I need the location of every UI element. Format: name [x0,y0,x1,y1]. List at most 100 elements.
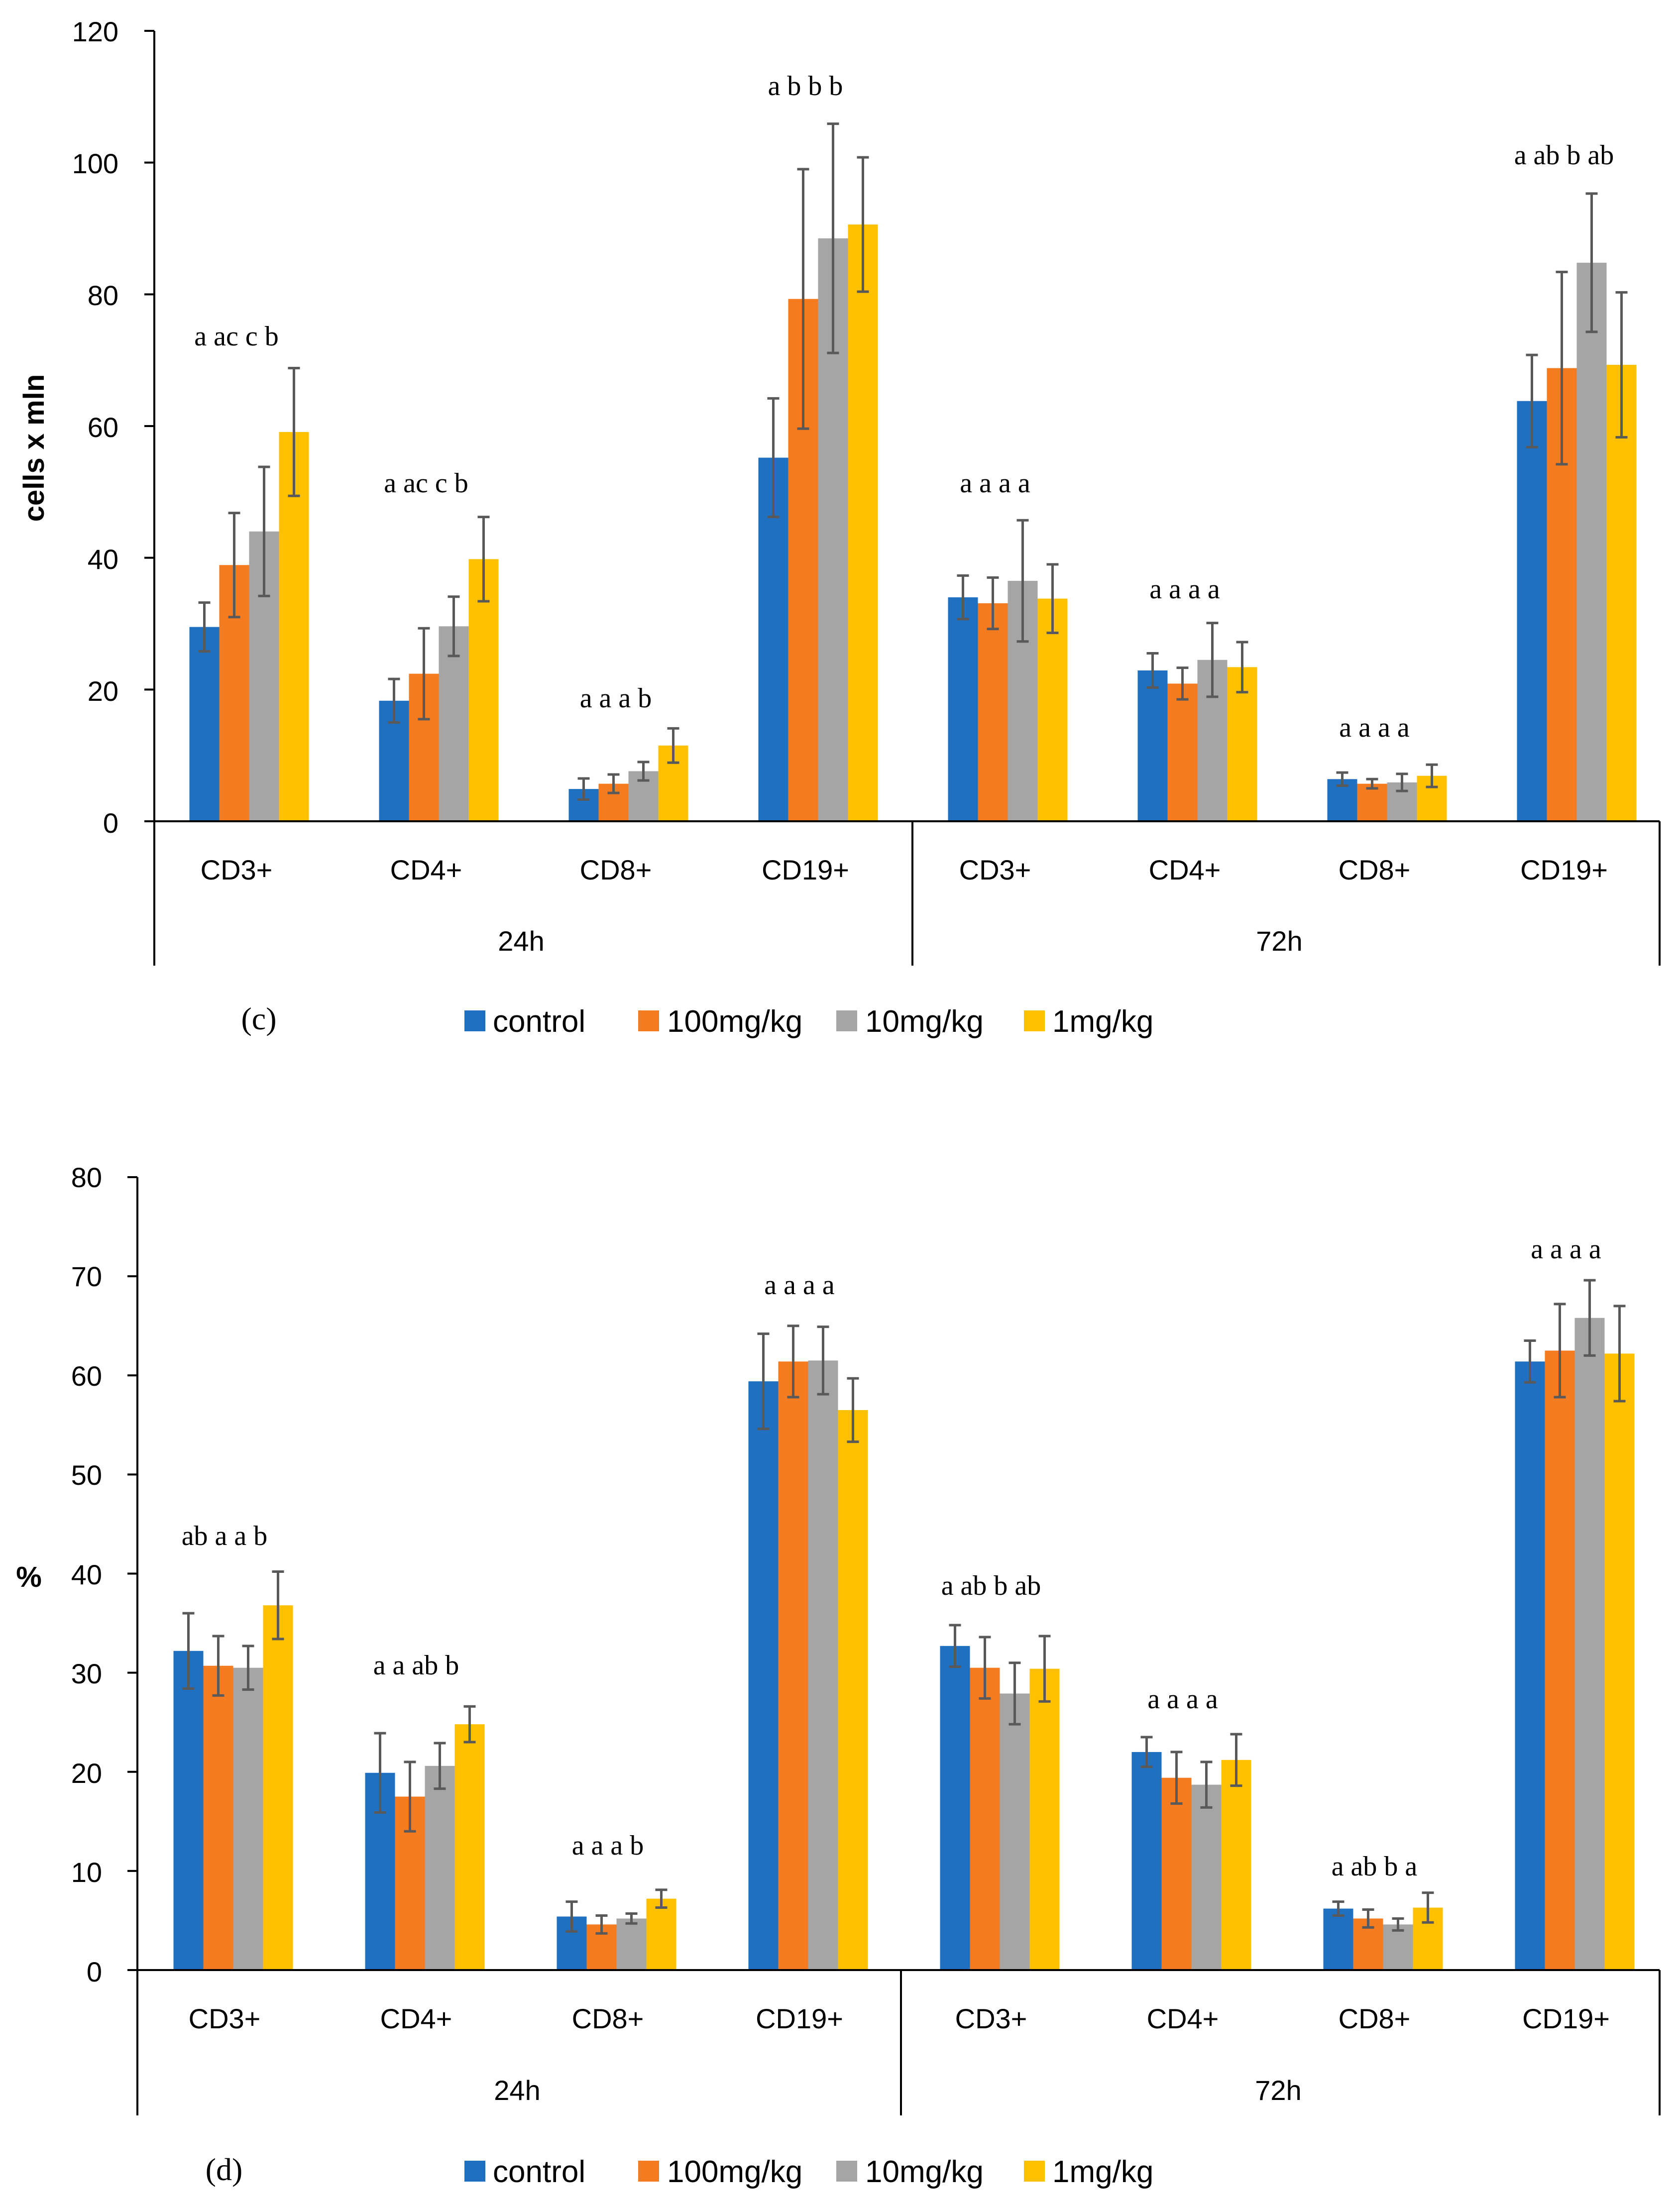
category-label: CD4+ [1147,2003,1219,2034]
panel-c-significance-letters: a ac c b a ac c b a a a b a b b b a a a … [194,71,1614,743]
bar-1mg-kg [263,1605,293,1970]
significance-letters: a a a a [960,468,1030,499]
significance-letters: a a a a [1531,1234,1601,1265]
y-tick-label: 10 [71,1857,102,1888]
y-tick-label: 20 [88,675,118,707]
bar-100mg-kg [1167,683,1198,821]
bar-1mg-kg [1221,1760,1251,1970]
bar-control [940,1646,970,1970]
legend-swatch-100mg-kg [638,1010,659,1031]
legend-label-control: control [493,2155,585,2189]
legend-swatch-100mg-kg [638,2161,659,2182]
legend: control 100mg/kg 10mg/kg 1mg/kg [464,1004,1153,1039]
panel-c-bars [189,224,1637,822]
bar-1mg-kg [454,1724,485,1970]
panel-d-y-axis-label: % [16,1561,42,1593]
y-tick-label: 120 [72,16,118,47]
category-label: CD4+ [390,854,462,885]
legend-label-100mg-kg: 100mg/kg [667,2155,802,2189]
bar-control [1517,401,1547,821]
significance-letters: a a a b [580,683,652,714]
bar-10mg-kg [1383,1924,1413,1970]
legend-label-1mg-kg: 1mg/kg [1052,1004,1153,1039]
bar-control [758,457,788,821]
panel-c-axes [144,30,1661,966]
group-label-72h: 72h [1255,2075,1301,2106]
bar-1mg-kg [838,1410,868,1970]
y-tick-label: 0 [87,1956,102,1987]
legend-label-100mg-kg: 100mg/kg [667,1004,802,1039]
bar-10mg-kg [1000,1693,1030,1970]
significance-letters: a a a a [764,1270,835,1301]
bar-10mg-kg [616,1918,647,1970]
significance-letters: a ab b a [1332,1851,1418,1882]
y-tick-label: 40 [88,544,118,575]
group-label-72h: 72h [1256,925,1302,957]
y-tick-label: 60 [71,1360,102,1392]
y-tick-label: 80 [71,1162,102,1193]
legend-label-10mg-kg: 10mg/kg [865,2155,984,2189]
y-tick-label: 80 [88,280,118,311]
category-label: CD19+ [1520,854,1608,885]
bar-control [1515,1361,1545,1970]
y-tick-label: 40 [71,1559,102,1590]
category-label: CD19+ [756,2003,843,2034]
y-tick-label: 100 [72,148,118,179]
legend-swatch-control [464,1010,485,1031]
significance-letters: a ac c b [384,468,468,499]
legend-label-1mg-kg: 1mg/kg [1052,2155,1153,2189]
group-label-24h: 24h [498,925,544,957]
category-label: CD4+ [380,2003,452,2034]
legend-swatch-1mg-kg [1024,1010,1045,1031]
bar-100mg-kg [1161,1777,1192,1970]
category-label: CD8+ [1339,854,1411,885]
bar-10mg-kg [439,626,469,821]
panel-d-error-bars [182,1279,1626,1935]
significance-letters: ab a a b [182,1521,268,1551]
bar-10mg-kg [1574,1318,1605,1970]
y-tick-label: 50 [71,1459,102,1491]
y-tick-label: 70 [71,1261,102,1292]
category-label: CD3+ [189,2003,261,2034]
category-label: CD4+ [1149,854,1221,885]
bar-control [173,1651,204,1970]
legend-swatch-10mg-kg [836,1010,857,1031]
bar-control [948,597,978,821]
panel-d-chart: % 0 10 20 30 40 50 60 70 80 ab a a b a a… [16,1162,1661,2189]
significance-letters: a a a a [1339,712,1410,743]
category-label: CD8+ [572,2003,644,2034]
panel-d-bars [173,1318,1635,1970]
panel-d-axes [127,1176,1661,2115]
panel-label-c: (c) [241,1001,276,1036]
panel-c-error-bars [198,122,1628,801]
bar-10mg-kg [808,1360,838,1970]
panel-d-category-labels: CD3+ CD4+ CD8+ CD19+ CD3+ CD4+ CD8+ CD19… [189,2003,1610,2034]
bar-control [1137,670,1168,821]
y-tick-label: 30 [71,1658,102,1689]
category-label: CD3+ [201,854,273,885]
panel-c-y-ticks: 0 20 40 60 80 100 120 [72,16,118,839]
significance-letters: a a ab b [373,1650,459,1681]
legend-label-10mg-kg: 10mg/kg [865,1004,984,1039]
bar-100mg-kg [1545,1350,1575,1970]
category-label: CD8+ [580,854,652,885]
bar-10mg-kg [425,1765,455,1970]
significance-letters: a a a a [1147,1684,1218,1715]
category-label: CD8+ [1339,2003,1411,2034]
bar-10mg-kg [1191,1784,1222,1970]
legend-swatch-control [464,2161,485,2182]
bar-100mg-kg [970,1667,1000,1970]
significance-letters: a a a a [1149,574,1220,605]
y-tick-label: 60 [88,412,118,443]
y-tick-label: 20 [71,1758,102,1789]
bar-1mg-kg [646,1898,676,1970]
bar-1mg-kg [1029,1668,1060,1970]
panel-c-chart: cells x mln 0 20 40 60 80 100 120 a ac c… [18,16,1661,1039]
significance-letters: a ab b ab [941,1570,1041,1601]
panel-label-d: (d) [206,2152,243,2187]
bar-control [748,1381,779,1970]
legend: control 100mg/kg 10mg/kg 1mg/kg [464,2155,1153,2189]
panel-d-significance-letters: ab a a b a a ab b a a a b a a a a a ab b… [182,1234,1601,1882]
y-tick-label: 0 [103,807,118,839]
